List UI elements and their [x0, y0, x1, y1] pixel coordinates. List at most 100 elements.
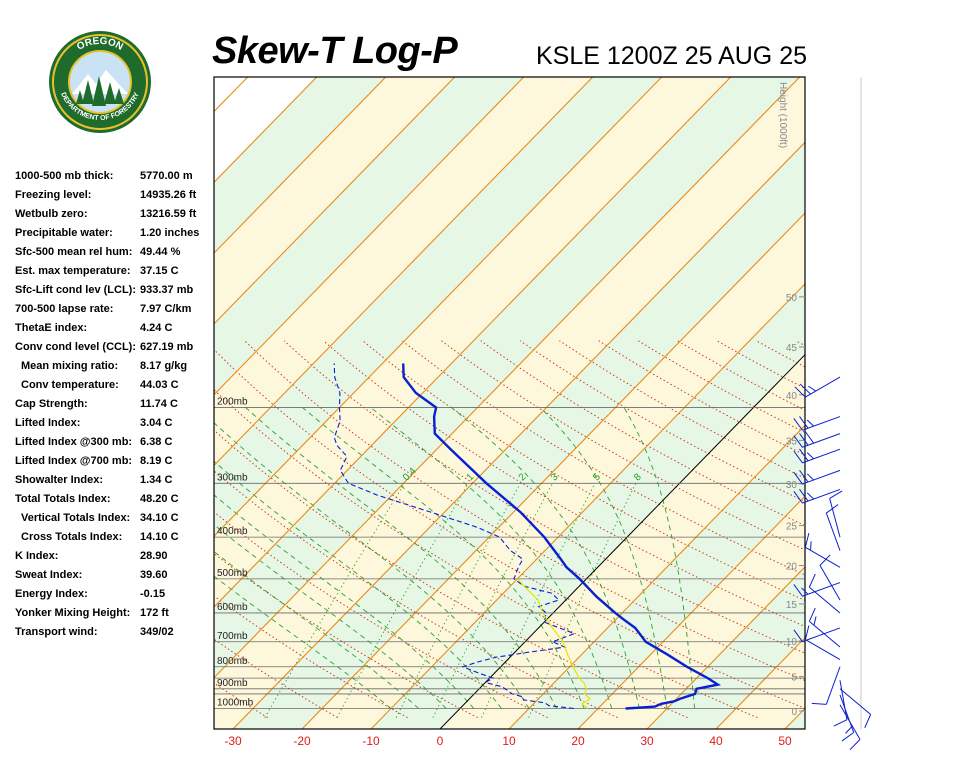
isobar-label: 700mb: [217, 631, 248, 642]
wind-barb: [839, 694, 855, 742]
wind-barb-staff: [802, 582, 841, 597]
index-value: 1.20 inches: [140, 227, 200, 239]
index-label: Transport wind:: [15, 626, 98, 638]
index-row: Lifted Index @300 mb: 6.38 C: [15, 434, 215, 453]
index-row: Transport wind: 349/02: [15, 624, 215, 643]
index-value: 39.60: [140, 569, 168, 581]
x-tick-label: 20: [571, 734, 585, 748]
height-tick-label: 15: [786, 600, 798, 611]
index-value: 13216.59 ft: [140, 208, 197, 220]
wind-barb-staff: [805, 546, 841, 568]
wind-barb-flag: [793, 584, 803, 597]
wind-barb-flag: [804, 431, 815, 444]
wind-barb: [793, 627, 841, 643]
isobar-label: 800mb: [217, 656, 248, 667]
wind-barb-flag: [799, 416, 809, 429]
isobar-label: 600mb: [217, 602, 248, 613]
isobar-label: 200mb: [217, 396, 248, 407]
moist-adiabat: [214, 575, 392, 709]
index-row: Mean mixing ratio: 8.17 g/kg: [15, 358, 215, 377]
index-label: Conv cond level (CCL):: [15, 341, 137, 353]
wind-barb-flag: [793, 471, 803, 485]
index-value: 8.19 C: [140, 455, 173, 467]
index-value: 172 ft: [140, 607, 169, 619]
index-value: 6.38 C: [140, 436, 173, 448]
wind-barb-flag: [799, 383, 811, 395]
wind-barb: [811, 666, 841, 705]
index-row: Cross Totals Index: 14.10 C: [15, 529, 215, 548]
index-label: Lifted Index:: [15, 417, 81, 429]
wind-barb: [804, 625, 841, 661]
index-row: Est. max temperature: 37.15 C: [15, 263, 215, 282]
parcel-profile: [516, 578, 592, 709]
wind-barb: [793, 448, 841, 464]
wind-barb: [833, 680, 848, 727]
isotherm-line: [508, 424, 805, 729]
x-tick-label: -20: [293, 734, 311, 748]
stability-indices-panel: 1000-500 mb thick: 5770.00 m Freezing leve…: [15, 168, 215, 643]
wind-barb-staff: [825, 666, 841, 705]
index-label: Freezing level:: [15, 189, 92, 201]
index-row: Lifted Index: 3.04 C: [15, 415, 215, 434]
isotherm-line: [214, 77, 732, 608]
height-tick-label: 40: [786, 391, 798, 402]
index-label: 700-500 lapse rate:: [15, 303, 114, 315]
plot-frame: [213, 76, 806, 730]
isotherm-line: [214, 77, 594, 467]
dry-adiabat: [322, 340, 805, 627]
index-row: 1000-500 mb thick: 5770.00 m: [15, 168, 215, 187]
index-row: ThetaE index: 4.24 C: [15, 320, 215, 339]
index-value: 349/02: [140, 626, 174, 638]
mixing-ratio-line: [395, 483, 521, 718]
height-tick-label: 50: [786, 293, 798, 304]
wind-barb: [794, 376, 841, 398]
x-tick-label: 40: [709, 734, 723, 748]
isotherm-band: [785, 708, 805, 729]
moist-adiabat: [623, 407, 696, 709]
wind-barb-flag: [864, 714, 872, 729]
moist-adiabat: [214, 460, 502, 709]
index-value: 3.04 C: [140, 417, 173, 429]
x-tick-label: -30: [224, 734, 242, 748]
wind-barb-staff: [809, 620, 841, 648]
index-value: 14935.26 ft: [140, 189, 197, 201]
isotherm-line: [439, 353, 805, 729]
wind-barb-staff: [802, 488, 841, 504]
isotherm-line: [214, 77, 387, 254]
height-axis-title: Height (1000ft): [777, 82, 788, 148]
wind-barb-staff: [839, 694, 855, 733]
dry-adiabat: [362, 340, 805, 601]
oregon-forestry-logo: OREGON DEPARTMENT OF FORESTRY: [49, 31, 151, 133]
isobar-label: 300mb: [217, 472, 248, 483]
wind-barb-staff: [802, 469, 841, 485]
wind-barb: [829, 490, 843, 538]
logo-top-text: OREGON: [75, 36, 125, 53]
index-row: 700-500 lapse rate: 7.97 C/km: [15, 301, 215, 320]
temperature-profile: [402, 363, 722, 710]
index-value: 8.17 g/kg: [140, 360, 188, 372]
index-row: Precipitable water: 1.20 inches: [15, 225, 215, 244]
isotherm-line: [577, 495, 805, 729]
index-value: 933.37 mb: [140, 284, 194, 296]
wind-barb-flag: [808, 607, 816, 622]
index-label: Sfc-500 mean rel hum:: [15, 246, 133, 258]
wind-barb-flag: [799, 469, 809, 483]
index-label: Energy Index:: [15, 588, 88, 600]
wind-barb: [819, 554, 841, 601]
isotherm-line: [214, 77, 801, 679]
isobar-label: 1000mb: [217, 698, 254, 709]
height-tick-label: 0: [791, 707, 797, 718]
wind-barb-staff: [802, 433, 841, 448]
index-label: Sweat Index:: [15, 569, 83, 581]
index-label: Est. max temperature:: [15, 265, 131, 277]
wind-barb-staff: [805, 639, 841, 661]
index-value: 44.03 C: [140, 379, 179, 391]
index-value: 7.97 C/km: [140, 303, 192, 315]
index-value: 11.74 C: [140, 398, 178, 410]
wind-barb-flag: [793, 418, 803, 431]
wind-barb-flag: [849, 739, 861, 751]
isobar-label: 400mb: [217, 526, 248, 537]
index-label: Total Totals Index:: [15, 493, 111, 505]
isotherm-band: [214, 77, 805, 729]
